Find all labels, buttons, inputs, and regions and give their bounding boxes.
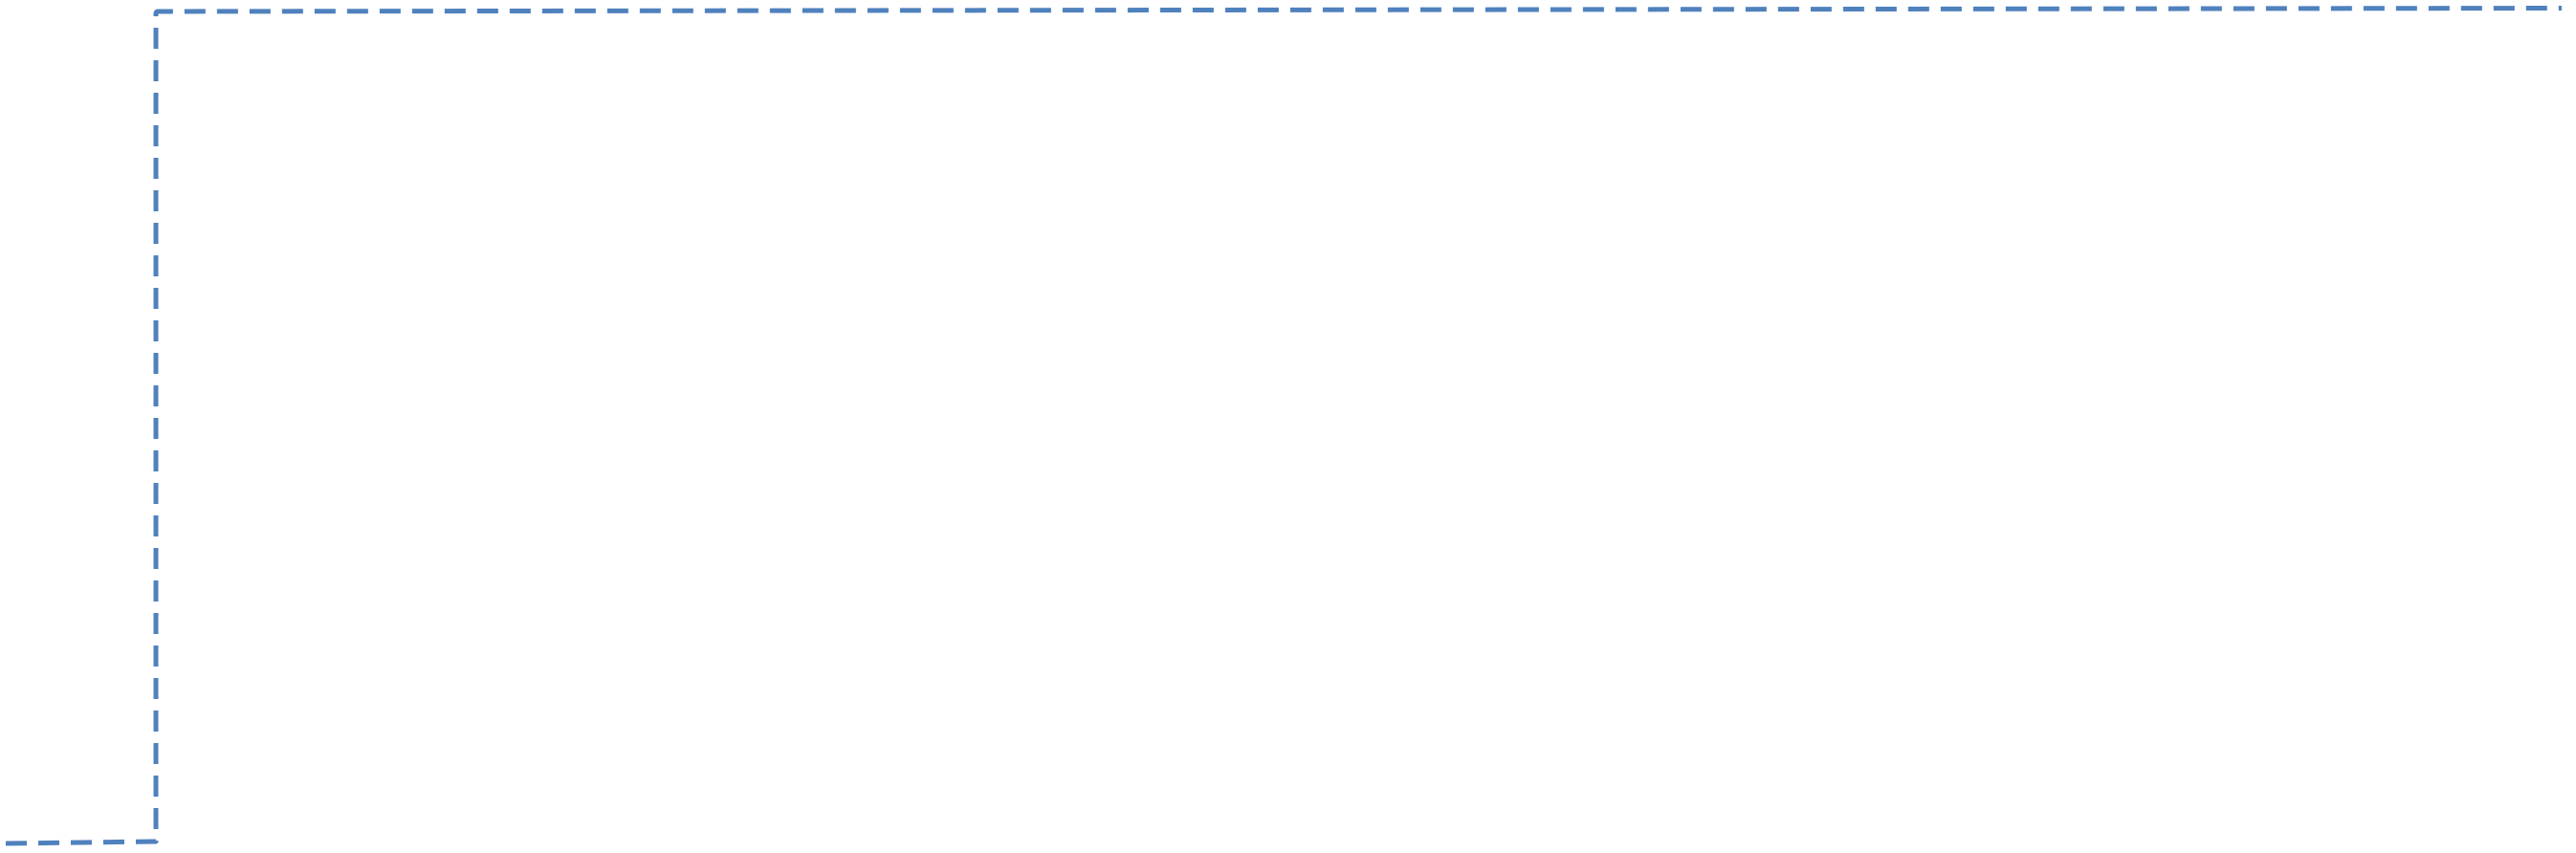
dashed-elbow-connector: [5, 6, 2563, 846]
